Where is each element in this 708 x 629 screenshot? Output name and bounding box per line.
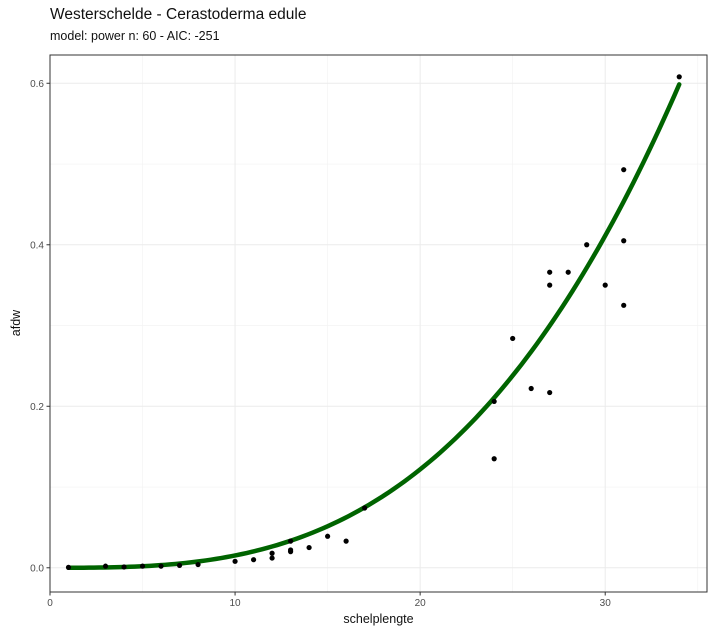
data-point bbox=[491, 456, 497, 462]
data-point bbox=[547, 269, 553, 275]
y-axis: 0.0 0.2 0.4 0.6 bbox=[30, 79, 50, 574]
data-point bbox=[250, 557, 257, 563]
point-layer bbox=[65, 74, 682, 570]
data-point bbox=[621, 302, 627, 308]
chart-title: Westerschelde - Cerastoderma edule bbox=[50, 6, 307, 23]
data-point bbox=[528, 385, 534, 392]
data-point bbox=[343, 538, 349, 544]
data-point bbox=[287, 538, 294, 544]
plot-panel-border bbox=[49, 54, 708, 593]
x-axis-title: schelplengte bbox=[343, 612, 413, 626]
data-point bbox=[195, 561, 201, 568]
data-point bbox=[491, 398, 497, 405]
grid-minor bbox=[50, 55, 707, 592]
data-point bbox=[565, 269, 571, 275]
chart-subtitle: model: power n: 60 - AIC: -251 bbox=[50, 29, 220, 43]
x-tick-label: 20 bbox=[415, 598, 427, 609]
data-point bbox=[306, 544, 312, 551]
data-point bbox=[547, 389, 553, 396]
data-point bbox=[158, 563, 164, 569]
data-point bbox=[121, 564, 127, 570]
x-tick-label: 0 bbox=[47, 598, 53, 609]
data-point bbox=[325, 533, 331, 539]
data-point bbox=[584, 242, 590, 248]
x-tick-label: 30 bbox=[600, 598, 612, 609]
data-point bbox=[547, 282, 553, 288]
fit-line bbox=[66, 82, 682, 571]
data-point bbox=[621, 238, 627, 244]
data-point bbox=[269, 555, 275, 561]
data-point bbox=[102, 563, 109, 569]
data-point bbox=[269, 550, 275, 556]
x-axis: 0 10 20 30 bbox=[47, 592, 611, 609]
data-point bbox=[362, 505, 368, 511]
data-point bbox=[510, 335, 516, 342]
data-point bbox=[65, 564, 72, 570]
plot-panel-background bbox=[50, 55, 707, 592]
data-point bbox=[676, 74, 682, 80]
data-point bbox=[232, 558, 238, 564]
y-tick-label: 0.2 bbox=[30, 402, 44, 413]
y-tick-label: 0.4 bbox=[30, 240, 44, 251]
data-point bbox=[139, 563, 146, 569]
y-tick-label: 0.0 bbox=[30, 563, 44, 574]
fit-layer bbox=[66, 82, 682, 571]
y-axis-title: afdw bbox=[9, 309, 23, 336]
y-tick-label: 0.6 bbox=[30, 79, 44, 90]
data-point bbox=[602, 282, 608, 288]
data-point bbox=[621, 167, 627, 173]
data-point bbox=[176, 562, 183, 568]
data-point bbox=[287, 547, 294, 553]
x-tick-label: 10 bbox=[230, 598, 242, 609]
